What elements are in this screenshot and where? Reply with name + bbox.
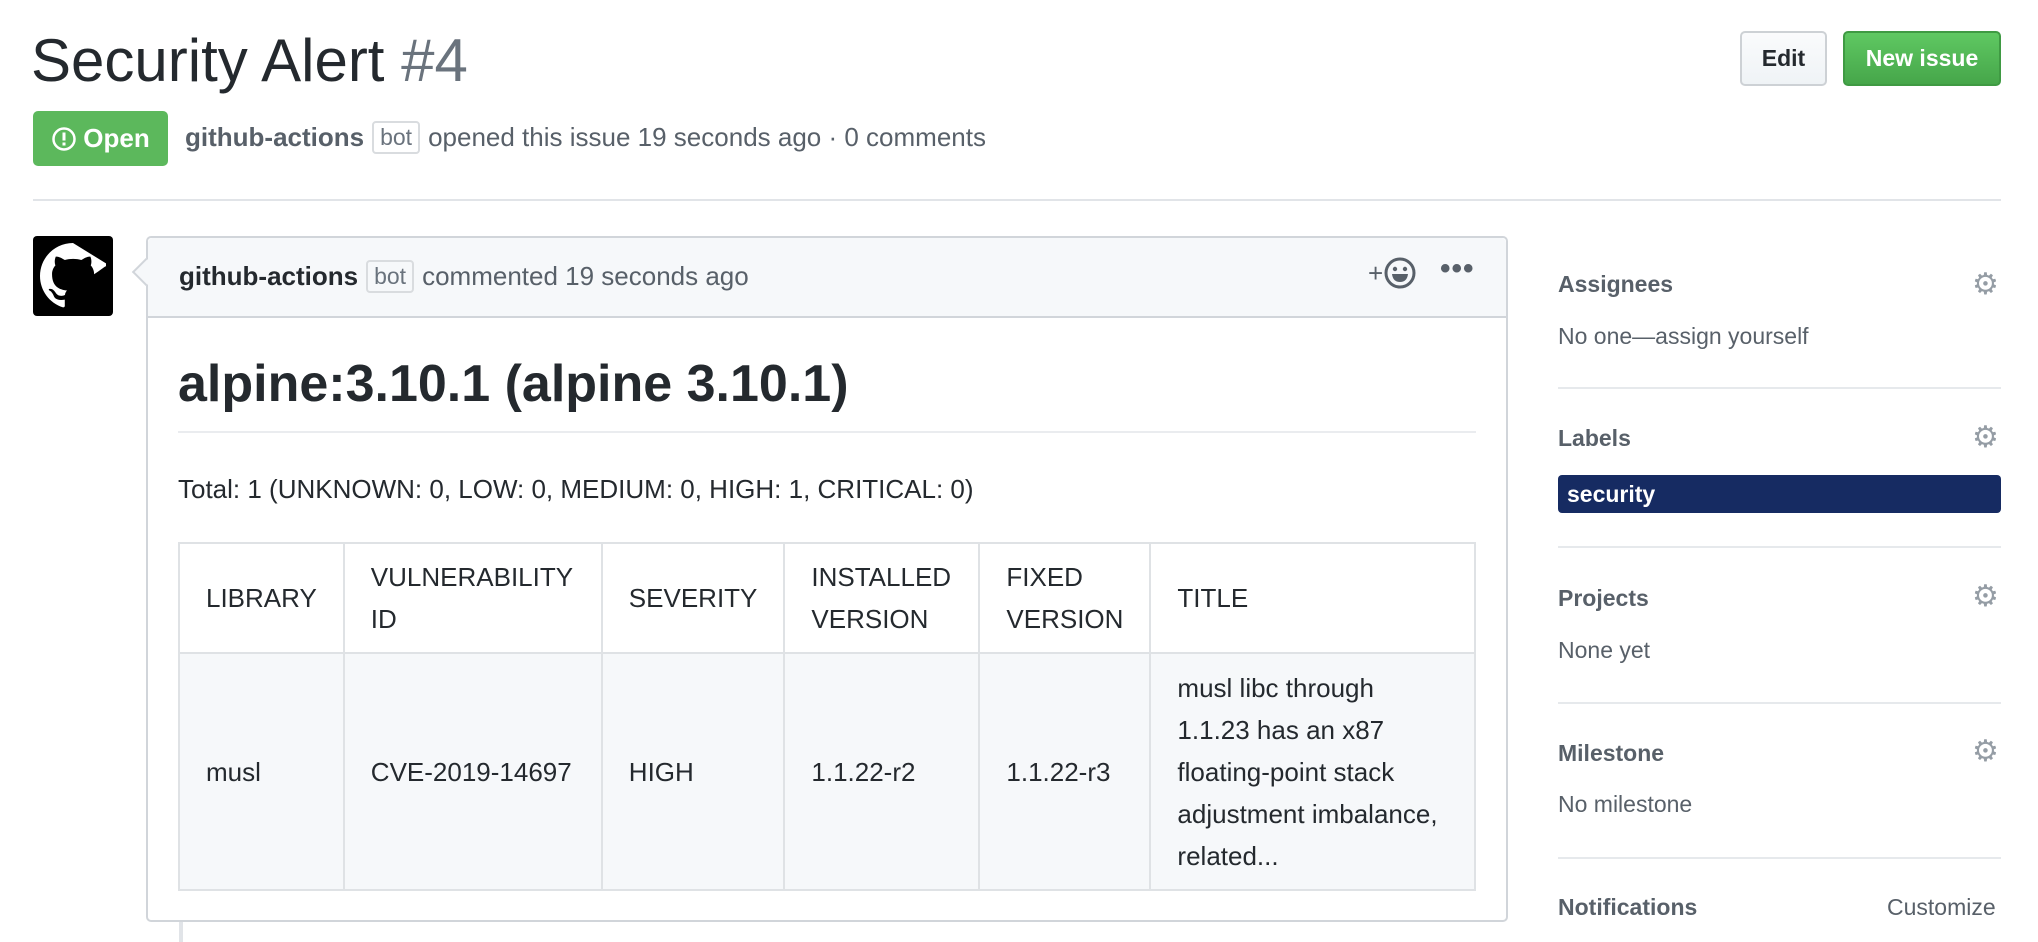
kebab-horizontal-icon[interactable]: ••• bbox=[1440, 252, 1475, 285]
milestone-value: No milestone bbox=[1558, 791, 1693, 817]
issue-title: Security Alert #4 bbox=[31, 22, 468, 100]
gear-icon[interactable]: ⚙ bbox=[1972, 735, 1999, 768]
label-security[interactable]: security bbox=[1558, 475, 2001, 513]
column-header: INSTALLED VERSION bbox=[783, 542, 981, 654]
column-header: LIBRARY bbox=[178, 542, 345, 654]
github-octocat-icon bbox=[40, 243, 106, 308]
timeline-line bbox=[179, 922, 183, 942]
edit-button[interactable]: Edit bbox=[1740, 31, 1827, 86]
column-header: TITLE bbox=[1149, 542, 1476, 654]
status-badge: Open bbox=[33, 111, 168, 166]
cell-installed-version: 1.1.22-r2 bbox=[783, 652, 981, 891]
divider bbox=[33, 199, 2001, 201]
divider bbox=[1558, 857, 2001, 859]
sidebar-labels-title[interactable]: Labels bbox=[1558, 425, 1631, 451]
issue-meta-text: opened this issue 19 seconds ago · 0 com… bbox=[428, 122, 986, 152]
comment-header: github-actions bot commented 19 seconds … bbox=[148, 238, 1506, 318]
cell-severity: HIGH bbox=[600, 652, 786, 891]
new-issue-button[interactable]: New issue bbox=[1843, 31, 2001, 86]
divider bbox=[1558, 387, 2001, 389]
plus-icon: + bbox=[1368, 257, 1384, 288]
vulnerability-total: Total: 1 (UNKNOWN: 0, LOW: 0, MEDIUM: 0,… bbox=[178, 474, 974, 504]
issue-number: #4 bbox=[401, 27, 468, 94]
divider bbox=[1558, 702, 2001, 704]
table-header-row: LIBRARY VULNERABILITY ID SEVERITY INSTAL… bbox=[178, 542, 1476, 654]
bot-badge: bot bbox=[372, 121, 421, 154]
gear-icon[interactable]: ⚙ bbox=[1972, 421, 1999, 454]
smiley-icon bbox=[1384, 257, 1416, 289]
avatar[interactable] bbox=[33, 236, 113, 316]
column-header: FIXED VERSION bbox=[978, 542, 1152, 654]
gear-icon[interactable]: ⚙ bbox=[1972, 268, 1999, 301]
status-text: Open bbox=[83, 123, 150, 153]
bot-badge: bot bbox=[366, 260, 415, 293]
projects-value: None yet bbox=[1558, 637, 1651, 663]
issue-meta: github-actions bot opened this issue 19 … bbox=[185, 121, 986, 154]
comment-author-link[interactable]: github-actions bbox=[179, 261, 359, 291]
vulnerability-table: LIBRARY VULNERABILITY ID SEVERITY INSTAL… bbox=[178, 542, 1476, 891]
issue-opened-icon bbox=[52, 126, 77, 151]
customize-notifications-link[interactable]: Customize bbox=[1887, 894, 1996, 920]
column-header: SEVERITY bbox=[600, 542, 786, 654]
heading-rule bbox=[178, 431, 1476, 433]
cell-library: musl bbox=[178, 652, 345, 891]
assignees-value[interactable]: No one—assign yourself bbox=[1558, 323, 1809, 349]
cell-vulnerability-id: CVE-2019-14697 bbox=[342, 652, 603, 891]
gear-icon[interactable]: ⚙ bbox=[1972, 580, 1999, 613]
comment-timestamp[interactable]: commented 19 seconds ago bbox=[422, 261, 749, 291]
comment-heading: alpine:3.10.1 (alpine 3.10.1) bbox=[178, 355, 849, 413]
issue-title-text: Security Alert bbox=[31, 27, 385, 94]
cell-fixed-version: 1.1.22-r3 bbox=[978, 652, 1152, 891]
sidebar-projects-title[interactable]: Projects bbox=[1558, 585, 1649, 611]
cell-title: musl libc through 1.1.23 has an x87 floa… bbox=[1149, 652, 1476, 891]
column-header: VULNERABILITY ID bbox=[342, 542, 603, 654]
divider bbox=[1558, 546, 2001, 548]
add-reaction-button[interactable]: + bbox=[1368, 256, 1417, 290]
sidebar-notifications-title: Notifications bbox=[1558, 894, 1698, 920]
comment-meta: github-actions bot commented 19 seconds … bbox=[179, 260, 749, 293]
sidebar-assignees-title[interactable]: Assignees bbox=[1558, 271, 1674, 297]
author-link[interactable]: github-actions bbox=[185, 122, 365, 152]
table-row: musl CVE-2019-14697 HIGH 1.1.22-r2 1.1.2… bbox=[178, 652, 1476, 891]
sidebar-milestone-title[interactable]: Milestone bbox=[1558, 740, 1665, 766]
